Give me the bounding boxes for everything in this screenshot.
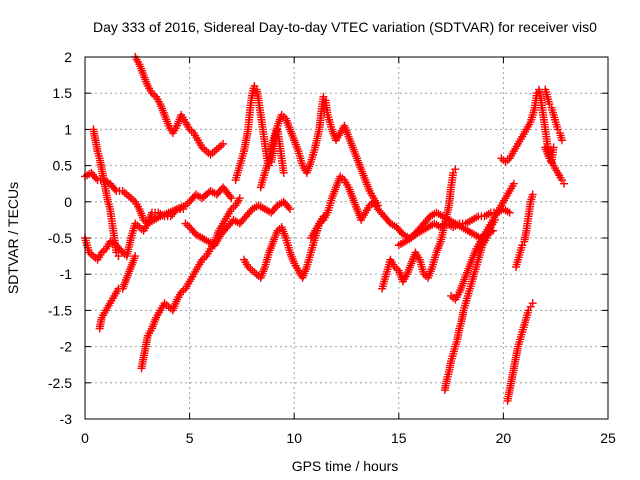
data-point [216, 141, 225, 150]
chart-title: Day 333 of 2016, Sidereal Day-to-day VTE… [93, 19, 597, 35]
x-axis-ticks: 0 5 10 15 20 25 [81, 57, 616, 446]
data-point [501, 157, 510, 166]
data-point [219, 139, 228, 148]
data-point [227, 194, 236, 203]
data-point [114, 252, 123, 261]
data-point [250, 268, 259, 277]
data-point [528, 190, 537, 199]
y-tick-label: 1.5 [53, 85, 73, 101]
data-point [286, 205, 295, 214]
x-tick-label: 20 [496, 430, 512, 446]
data-point [181, 219, 190, 228]
x-tick-label: 5 [186, 430, 194, 446]
y-tick-label: -2.5 [48, 375, 72, 391]
data-point [226, 192, 235, 201]
y-tick-label: -0.5 [48, 230, 72, 246]
data-point [202, 147, 211, 156]
data-point [284, 203, 293, 212]
data-point [135, 223, 144, 232]
data-point [122, 190, 131, 199]
data-point [451, 165, 460, 174]
data-point [549, 143, 558, 152]
y-tick-label: 2 [64, 49, 72, 65]
data-points [81, 53, 569, 405]
data-point [447, 291, 456, 300]
data-point [235, 194, 244, 203]
plot-frame [84, 56, 609, 420]
x-tick-label: 15 [391, 430, 407, 446]
y-tick-label: -2 [60, 339, 73, 355]
y-tick-label: 1 [64, 121, 72, 137]
x-axis-label: GPS time / hours [292, 458, 399, 474]
x-tick-label: 25 [600, 430, 616, 446]
data-point [89, 252, 98, 261]
data-point [179, 205, 188, 214]
data-point [171, 206, 180, 215]
y-axis-ticks: -3 -2.5 -2 -1.5 -1 -0.5 0 0.5 1 1.5 2 [48, 49, 608, 427]
data-point [248, 266, 257, 275]
y-tick-label: -1.5 [48, 302, 72, 318]
data-point [208, 148, 217, 157]
data-point [91, 174, 100, 183]
y-tick-label: -1 [60, 266, 73, 282]
data-point [183, 221, 192, 230]
y-tick-label: 0.5 [53, 158, 73, 174]
data-point [560, 179, 569, 188]
data-point [131, 252, 140, 261]
x-tick-label: 0 [81, 430, 89, 446]
data-point [509, 179, 518, 188]
y-tick-label: 0 [64, 194, 72, 210]
data-point [497, 154, 506, 163]
data-point [279, 168, 288, 177]
data-point [206, 150, 215, 159]
data-point [124, 192, 133, 201]
data-point [528, 299, 537, 308]
x-tick-label: 10 [286, 430, 302, 446]
data-point [557, 136, 566, 145]
data-point [110, 185, 119, 194]
y-tick-label: -3 [60, 411, 73, 427]
data-point [214, 143, 223, 152]
data-point [120, 188, 129, 197]
y-axis-label: SDTVAR / TECUs [5, 182, 21, 294]
data-point [210, 147, 219, 156]
data-point [212, 145, 221, 154]
data-point [505, 208, 514, 217]
data-point [127, 194, 136, 203]
